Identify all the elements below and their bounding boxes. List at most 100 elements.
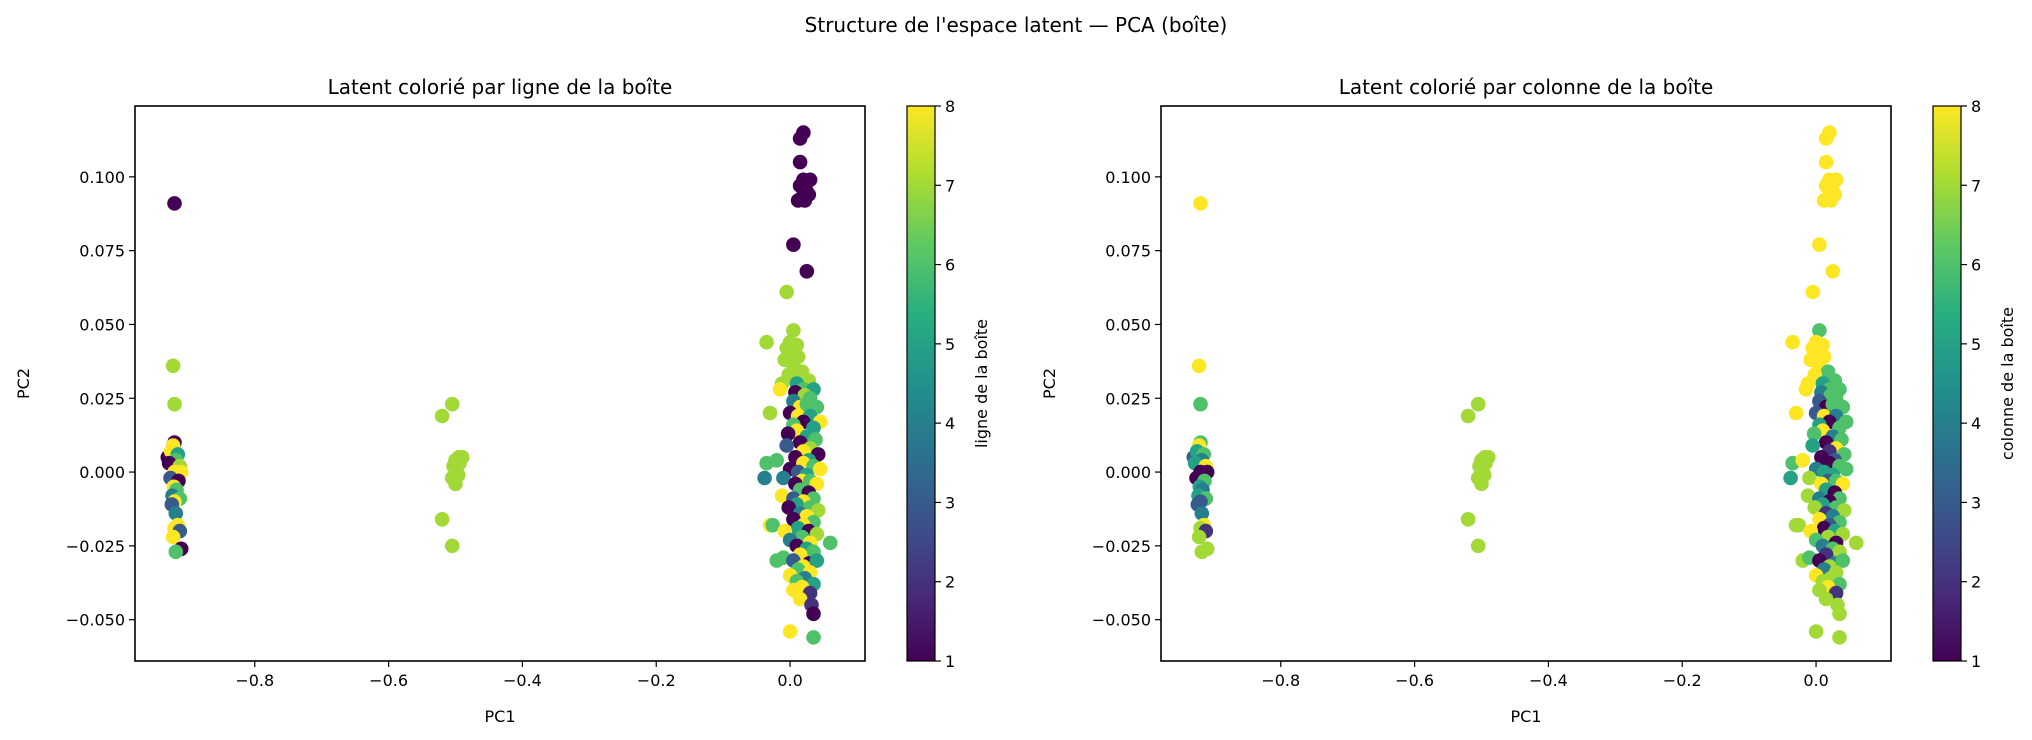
data-point xyxy=(806,630,821,645)
data-point xyxy=(779,438,794,453)
colorbar-label: ligne de la boîte xyxy=(972,319,991,448)
suptitle: Structure de l'espace latent — PCA (boît… xyxy=(805,13,1228,37)
data-point xyxy=(434,512,450,527)
data-point xyxy=(759,334,774,350)
data-point xyxy=(765,517,780,533)
data-point xyxy=(168,506,184,521)
data-point xyxy=(1808,624,1824,639)
colorbar-tick-label: 2 xyxy=(1971,573,1981,592)
x-axis-label: PC1 xyxy=(1511,707,1542,726)
colorbar-tick-label: 3 xyxy=(1971,493,1981,512)
data-point xyxy=(1191,529,1207,545)
axes-title: Latent colorié par colonne de la boîte xyxy=(1339,75,1714,99)
data-point xyxy=(1838,461,1854,477)
x-tick-label: 0.0 xyxy=(777,671,802,690)
colorbar-tick-label: 3 xyxy=(945,493,955,512)
data-point xyxy=(1194,506,1210,521)
data-point xyxy=(1798,382,1814,397)
y-tick-label: 0.100 xyxy=(79,168,125,187)
data-point xyxy=(167,396,182,412)
data-point xyxy=(1470,538,1486,554)
scatter-points xyxy=(1186,125,1864,645)
y-tick-label: 0.000 xyxy=(1105,463,1151,482)
data-point xyxy=(1848,535,1864,551)
data-point xyxy=(1835,553,1851,568)
data-point xyxy=(444,538,460,554)
y-tick-label: 0.025 xyxy=(79,389,125,408)
x-axis-label: PC1 xyxy=(485,707,516,726)
panel-2: −0.8 −0.6 −0.4 −0.2 0.0 −0.050 −0.025 0.000 0.02… xyxy=(1040,75,2017,726)
data-point xyxy=(1827,187,1843,202)
data-point xyxy=(806,606,821,622)
data-point xyxy=(168,544,184,560)
data-point xyxy=(1470,396,1486,412)
data-point xyxy=(1785,334,1800,350)
data-point xyxy=(809,553,825,568)
data-point xyxy=(1832,606,1847,622)
colorbar-tick-label: 8 xyxy=(945,97,955,116)
data-point xyxy=(1806,426,1822,442)
data-point xyxy=(434,408,450,424)
data-point xyxy=(450,467,466,483)
data-point xyxy=(769,453,784,468)
data-point xyxy=(776,470,791,486)
y-axis-label: PC2 xyxy=(1040,368,1059,399)
y-tick-label: 0.050 xyxy=(1105,315,1151,334)
x-tick-label: −0.4 xyxy=(503,671,542,690)
x-tick-label: −0.2 xyxy=(1663,671,1702,690)
data-point xyxy=(1832,630,1847,645)
colorbar-tick-label: 2 xyxy=(945,573,955,592)
x-tick-label: −0.8 xyxy=(235,671,274,690)
data-point xyxy=(774,488,790,504)
data-point xyxy=(1818,591,1834,607)
data-point xyxy=(786,237,801,252)
data-point xyxy=(1791,517,1806,533)
data-point xyxy=(1805,438,1820,453)
data-point xyxy=(780,426,796,442)
data-point xyxy=(812,461,828,477)
x-tick-label: −0.6 xyxy=(1395,671,1434,690)
data-point xyxy=(792,154,808,170)
y-tick-label: 0.000 xyxy=(79,463,125,482)
data-point xyxy=(1795,453,1810,468)
y-tick-label: 0.075 xyxy=(79,242,125,261)
colorbar-label: colonne de la boîte xyxy=(1998,307,2017,460)
colorbar-tick-label: 7 xyxy=(1971,176,1981,195)
colorbar-tick-label: 4 xyxy=(1971,414,1981,433)
data-point xyxy=(1194,544,1210,560)
colorbar xyxy=(906,105,936,662)
data-point xyxy=(1802,470,1817,486)
x-tick-label: −0.4 xyxy=(1529,671,1568,690)
data-point xyxy=(1193,196,1208,211)
colorbar-tick-label: 5 xyxy=(1971,335,1981,354)
data-point xyxy=(452,455,467,471)
colorbar xyxy=(1932,105,1962,662)
data-point xyxy=(1191,358,1207,374)
y-tick-label: 0.025 xyxy=(1105,389,1151,408)
y-tick-label: −0.025 xyxy=(66,537,125,556)
y-tick-label: −0.050 xyxy=(1092,611,1151,630)
data-point xyxy=(801,187,817,202)
colorbar-tick-label: 1 xyxy=(945,652,955,671)
y-tick-label: 0.050 xyxy=(79,315,125,334)
data-point xyxy=(1476,467,1492,483)
data-point xyxy=(822,535,838,551)
colorbar-tick-label: 5 xyxy=(945,335,955,354)
data-point xyxy=(772,382,788,397)
data-point xyxy=(444,396,460,412)
data-point xyxy=(786,323,801,338)
data-point xyxy=(1800,488,1816,504)
colorbar-tick-label: 6 xyxy=(1971,256,1981,275)
colorbar-tick-label: 8 xyxy=(1971,97,1981,116)
data-point xyxy=(779,284,794,300)
x-tick-label: −0.2 xyxy=(637,671,676,690)
x-tick-label: −0.6 xyxy=(369,671,408,690)
axes-frame xyxy=(1160,105,1892,662)
data-point xyxy=(1805,284,1820,300)
colorbar-tick-label: 4 xyxy=(945,414,955,433)
axes-frame xyxy=(134,105,866,662)
data-point xyxy=(1812,237,1827,252)
axes-title: Latent colorié par ligne de la boîte xyxy=(328,75,673,99)
panel-1: −0.8 −0.6 −0.4 −0.2 0.0 −0.050 −0.025 0.000 0.02… xyxy=(14,75,991,726)
